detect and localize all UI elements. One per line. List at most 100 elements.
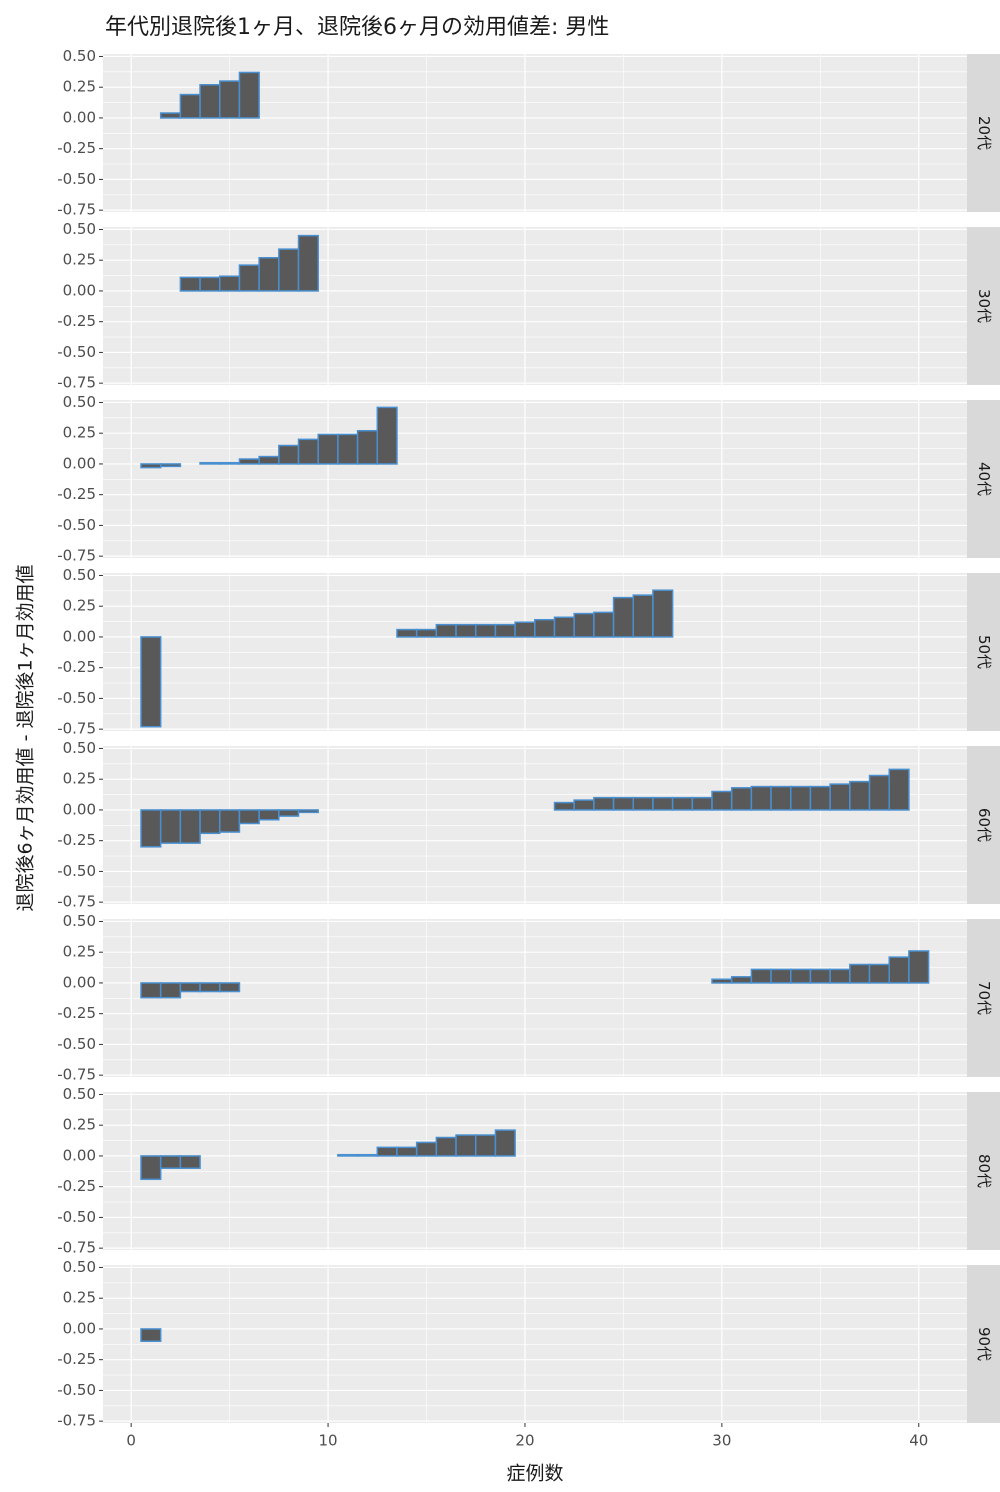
bar [219, 80, 241, 119]
bar [278, 444, 300, 465]
bar [809, 968, 831, 984]
bar [219, 461, 241, 465]
bar [140, 463, 162, 469]
panel-background [103, 573, 967, 731]
bar [238, 809, 260, 825]
facet-label: 60代 [975, 808, 993, 842]
bar [652, 589, 674, 638]
bar [868, 774, 890, 811]
bar [632, 796, 654, 811]
bar [238, 458, 260, 465]
y-tick-label: 0.50 [63, 912, 96, 930]
bar [219, 275, 241, 292]
bar [652, 796, 674, 811]
y-tick-label: 0.25 [63, 770, 96, 788]
y-tick-label: 0.00 [63, 108, 96, 126]
y-tick-label: -0.25 [57, 1004, 96, 1022]
y-tick-label: 0.00 [63, 1146, 96, 1164]
y-tick-label: 0.00 [63, 973, 96, 991]
bar [238, 71, 260, 119]
bar [573, 799, 595, 811]
y-tick-label: 0.25 [63, 597, 96, 615]
facet-label: 50代 [975, 635, 993, 669]
bar [396, 1146, 418, 1157]
bar [199, 461, 221, 465]
bar [711, 978, 733, 984]
y-tick-label: -0.75 [57, 1239, 96, 1257]
facet-strip [967, 1092, 1000, 1250]
bar [258, 455, 280, 465]
bar [140, 636, 162, 728]
y-axis-label: 退院後6ヶ月効用値 - 退院後1ヶ月効用値 [15, 564, 37, 911]
y-tick-label: 0.50 [63, 739, 96, 757]
bar [494, 623, 516, 638]
bar [297, 809, 319, 814]
bar [140, 1155, 162, 1181]
bar [671, 796, 694, 811]
facet-strip [967, 1265, 1000, 1423]
bar [612, 796, 635, 811]
x-tick-label: 30 [712, 1432, 731, 1450]
bar [396, 628, 418, 638]
panel-background [103, 919, 967, 1077]
facet-strip [967, 227, 1000, 385]
bar [219, 982, 241, 993]
bar [278, 248, 300, 292]
bar [199, 809, 221, 835]
bar [278, 809, 300, 817]
y-tick-label: 0.50 [63, 393, 96, 411]
y-tick-label: -0.50 [57, 343, 96, 361]
y-tick-label: -0.25 [57, 485, 96, 503]
y-tick-label: 0.00 [63, 627, 96, 645]
y-tick-label: 0.50 [63, 566, 96, 584]
facet-strip [967, 400, 1000, 558]
bar [474, 1134, 497, 1157]
y-tick-label: -0.75 [57, 1412, 96, 1430]
y-tick-label: 0.25 [63, 1116, 96, 1134]
facet-label: 20代 [975, 116, 993, 150]
chart-title: 年代別退院後1ヶ月、退院後6ヶ月の効用値差: 男性 [105, 15, 609, 40]
bar [908, 950, 930, 984]
bar [790, 968, 812, 984]
y-tick-label: -0.50 [57, 1208, 96, 1226]
bar [159, 112, 182, 119]
bar [199, 276, 221, 292]
bar [770, 968, 792, 984]
y-tick-label: -0.75 [57, 893, 96, 911]
y-tick-label: -0.50 [57, 862, 96, 880]
y-tick-label: -0.25 [57, 1350, 96, 1368]
y-tick-label: -0.50 [57, 516, 96, 534]
bar [750, 785, 772, 811]
bar [691, 796, 713, 811]
bar [809, 785, 831, 811]
panel-background [103, 400, 967, 558]
x-tick-label: 0 [126, 1432, 136, 1450]
y-tick-label: 0.25 [63, 251, 96, 269]
bar [376, 1146, 398, 1157]
y-tick-label: -0.75 [57, 547, 96, 565]
y-tick-label: 0.00 [63, 800, 96, 818]
bar [730, 787, 753, 811]
bar [297, 234, 319, 292]
x-tick-label: 10 [319, 1432, 338, 1450]
y-tick-label: -0.75 [57, 201, 96, 219]
y-tick-label: -0.75 [57, 1066, 96, 1084]
bar [376, 406, 398, 465]
bar [258, 809, 280, 821]
facet-label: 70代 [975, 981, 993, 1015]
y-tick-label: -0.25 [57, 1177, 96, 1195]
y-tick-label: -0.50 [57, 170, 96, 188]
bar [849, 963, 871, 984]
bar [632, 594, 654, 638]
facet-label: 90代 [975, 1327, 993, 1361]
panel-background [103, 746, 967, 904]
bar [159, 809, 182, 844]
bar [849, 780, 871, 811]
bar [179, 809, 201, 844]
y-tick-label: 0.00 [63, 1319, 96, 1337]
bar [573, 612, 595, 638]
y-tick-label: 0.50 [63, 1258, 96, 1276]
x-axis-label: 症例数 [506, 1463, 563, 1485]
y-tick-label: -0.50 [57, 1035, 96, 1053]
